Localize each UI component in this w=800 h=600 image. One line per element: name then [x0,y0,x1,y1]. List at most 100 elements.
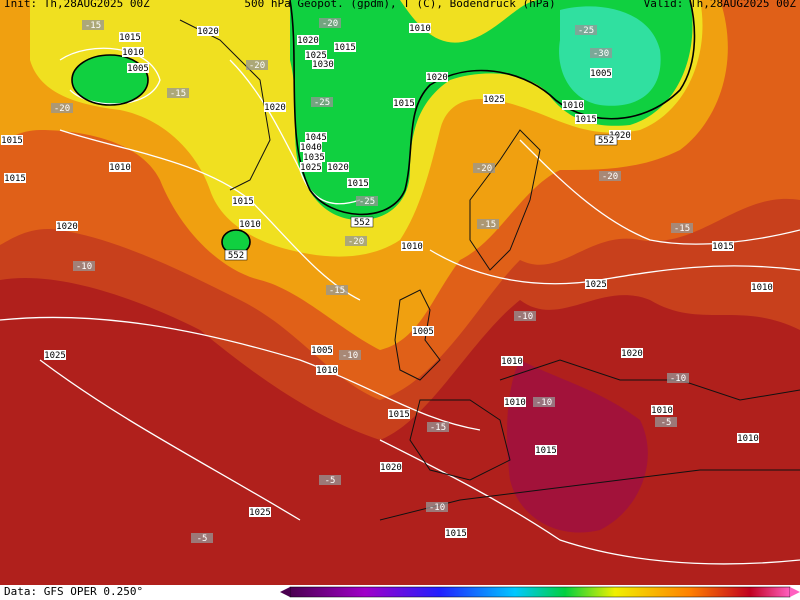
height-label: 552 [354,218,370,228]
isobar-label: 1025 [305,51,327,61]
isobar-label: 1020 [56,222,78,232]
isobar-label-box [621,348,643,358]
temperature-label: -15 [170,89,186,99]
color-bar-arrow [790,587,800,597]
isobar-label: 1010 [239,220,261,230]
isobar-label-box [327,162,349,172]
isobar-label: 1010 [737,434,759,444]
isobar-label-box [316,365,338,375]
temperature-label: -20 [602,172,618,182]
isobar-label-box [380,462,402,472]
isobar-label-box [264,102,286,112]
temperature-label-box [473,163,495,173]
temperature-label: -5 [197,534,208,544]
isobar-label-box [334,42,356,52]
isobar-label: 1015 [119,33,141,43]
isobar-label: 1010 [562,101,584,111]
temperature-label-box [73,261,95,271]
temperature-label: -10 [429,503,445,513]
isobar-label: 1020 [197,27,219,37]
isobar-label: 1020 [380,463,402,473]
temperature-label-box [326,285,348,295]
isobar-label: 1025 [483,95,505,105]
isobar-label: 1005 [127,64,149,74]
isobar-label: 1015 [445,529,467,539]
temperature-label-box [345,236,367,246]
isobar-label-box [535,445,557,455]
isobar-label-box [311,345,333,355]
temperature-label: -15 [430,423,446,433]
temperature-label-box [339,350,361,360]
isobar-label-box [239,219,261,229]
isobar-label-box [412,326,434,336]
isobar-label-box [585,279,607,289]
temperature-label: -20 [54,104,70,114]
isobar-label: 1020 [327,163,349,173]
isobar-label: 1015 [712,242,734,252]
temperature-label-box [167,88,189,98]
color-bar-arrow [280,587,290,597]
temperature-label-box [590,48,612,58]
isobar-label-box [401,241,423,251]
isobar-label-box [127,63,149,73]
isobar-label: 1020 [426,73,448,83]
height-label-box [350,216,374,228]
temperature-label-box [246,60,268,70]
header-valid: Valid: Th,28AUG2025 00Z [644,0,797,10]
isobar-label-box [483,94,505,104]
temperature-label-box [514,311,536,321]
isobar-label: 1010 [504,398,526,408]
isobar-label: 1010 [409,24,431,34]
isobar-label-box [590,68,612,78]
isobar-label-box [56,221,78,231]
temperature-label: -25 [314,98,330,108]
temperature-label: -5 [661,418,672,428]
isobar-label: 1015 [232,197,254,207]
temperature-label-box [575,25,597,35]
temperature-label: -10 [76,262,92,272]
temperature-label-box [533,397,555,407]
isobar-label: 1005 [590,69,612,79]
isobar-label: 1025 [585,280,607,290]
temperature-label-box [82,20,104,30]
temperature-label-box [191,533,213,543]
isobar-label-box [562,100,584,110]
isobar-label-box [609,130,631,140]
temperature-label-box [51,103,73,113]
isobar-label-box [232,196,254,206]
temperature-label: -30 [593,49,609,59]
isobar-label-box [712,241,734,251]
isobar-label-box [409,23,431,33]
isobar-label: 1010 [401,242,423,252]
isobar-label-box [249,507,271,517]
isobar-label: 1010 [316,366,338,376]
isobars [0,47,800,565]
isobar-label: 1015 [347,179,369,189]
temperature-label-box [319,475,341,485]
isobar-label: 1035 [303,153,325,163]
temperature-label: -5 [325,476,336,486]
temperature-label: -10 [670,374,686,384]
isobar-label: 1015 [4,174,26,184]
labels: 1015101010051020102010151025103010101020… [1,18,773,544]
isobar-label: 1040 [300,143,322,153]
isobar-label: 1010 [122,48,144,58]
temperature-label: -15 [674,224,690,234]
isobar-label: 1005 [311,346,333,356]
isobar-label: 1015 [535,446,557,456]
isobar-label-box [347,178,369,188]
isobar-label-box [651,405,673,415]
isobar-label: 1045 [305,133,327,143]
temperature-label: -15 [85,21,101,31]
isobar-label: 1015 [334,43,356,53]
isobar-label-box [119,32,141,42]
isobar-label-box [44,350,66,360]
isobar-label-box [751,282,773,292]
isobar-label-box [197,26,219,36]
temperature-label: -20 [476,164,492,174]
temperature-label: -20 [348,237,364,247]
isobar-label: 1015 [1,136,23,146]
header-title: 500 hPa Geopot. (gpdm), T (C), Bodendruc… [244,0,555,10]
isobar-label-box [393,98,415,108]
temperature-label-box [599,171,621,181]
